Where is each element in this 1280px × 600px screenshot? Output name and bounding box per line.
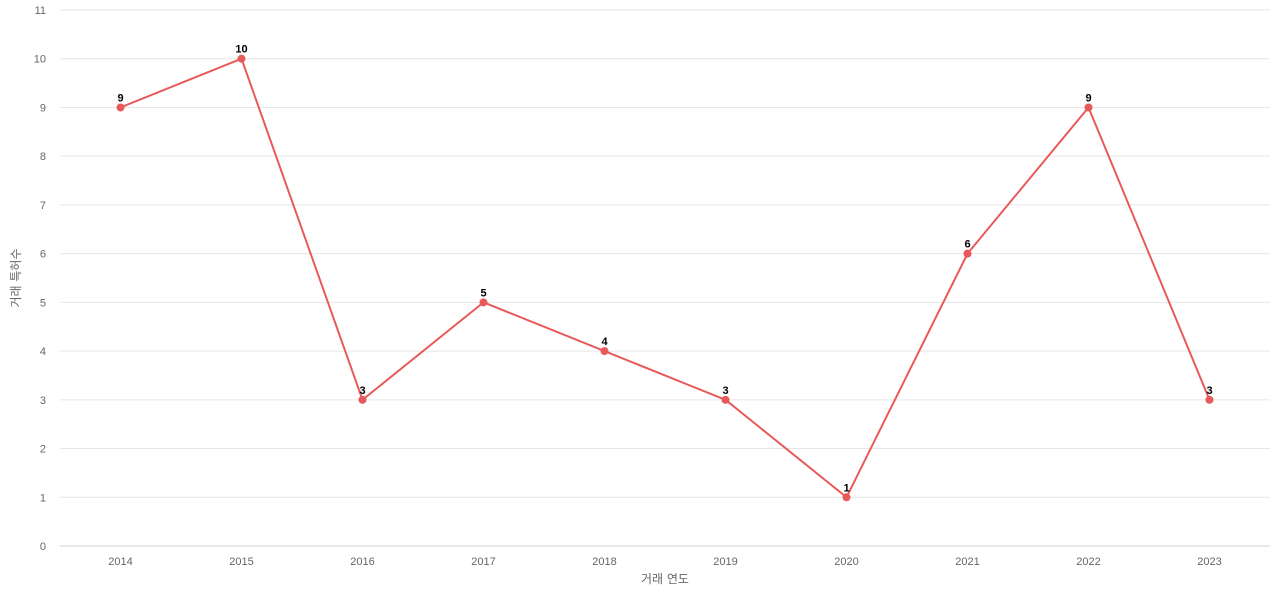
- data-label: 9: [1085, 92, 1091, 104]
- data-point: [600, 347, 609, 356]
- grid-lines: [60, 9, 1270, 498]
- y-tick-label: 3: [40, 395, 46, 407]
- y-axis-ticks: 0 1 2 3 4 5 6 7 8 9 10 11: [34, 5, 46, 553]
- data-points: [116, 54, 1214, 502]
- data-point: [116, 103, 125, 112]
- x-tick-label: 2022: [1076, 556, 1100, 568]
- data-point: [237, 54, 246, 63]
- y-tick-label: 4: [40, 346, 46, 358]
- data-label: 3: [359, 385, 365, 397]
- data-point: [721, 395, 730, 404]
- data-label: 3: [722, 385, 728, 397]
- data-label: 4: [601, 336, 608, 348]
- data-label: 6: [964, 239, 970, 251]
- series-line: [120, 57, 1211, 499]
- data-point: [842, 493, 851, 502]
- x-tick-label: 2014: [108, 556, 132, 568]
- y-tick-label: 11: [35, 5, 46, 17]
- y-tick-label: 1: [40, 492, 46, 504]
- data-label: 3: [1206, 385, 1212, 397]
- y-tick-label: 8: [40, 151, 46, 163]
- x-tick-label: 2021: [955, 556, 979, 568]
- y-tick-label: 6: [40, 249, 46, 261]
- data-label: 9: [117, 92, 123, 104]
- data-label: 1: [843, 482, 849, 494]
- data-point: [1084, 103, 1093, 112]
- data-point: [479, 298, 488, 307]
- y-tick-label: 10: [34, 54, 46, 66]
- x-tick-label: 2018: [592, 556, 616, 568]
- x-tick-label: 2017: [471, 556, 495, 568]
- data-point: [358, 395, 367, 404]
- x-tick-label: 2019: [713, 556, 737, 568]
- y-tick-label: 9: [40, 102, 46, 114]
- x-tick-label: 2015: [229, 556, 253, 568]
- series-line-group: [120, 57, 1211, 499]
- y-tick-label: 0: [40, 541, 46, 553]
- data-point: [963, 249, 972, 258]
- data-labels: 9 10 3 5 4 3 1 6 9 3: [117, 44, 1212, 495]
- x-tick-label: 2020: [834, 556, 858, 568]
- data-label: 10: [235, 44, 247, 56]
- y-tick-label: 2: [40, 444, 46, 456]
- y-tick-label: 7: [40, 200, 46, 212]
- data-point: [1205, 395, 1214, 404]
- x-tick-label: 2023: [1197, 556, 1221, 568]
- y-axis-title: 거래 특허수: [9, 248, 23, 307]
- data-label: 5: [480, 287, 486, 299]
- x-tick-label: 2016: [350, 556, 374, 568]
- y-tick-label: 5: [40, 297, 46, 309]
- x-axis-title: 거래 연도: [641, 572, 689, 586]
- x-axis-ticks: 2014 2015 2016 2017 2018 2019 2020 2021 2022 2023: [108, 556, 1221, 568]
